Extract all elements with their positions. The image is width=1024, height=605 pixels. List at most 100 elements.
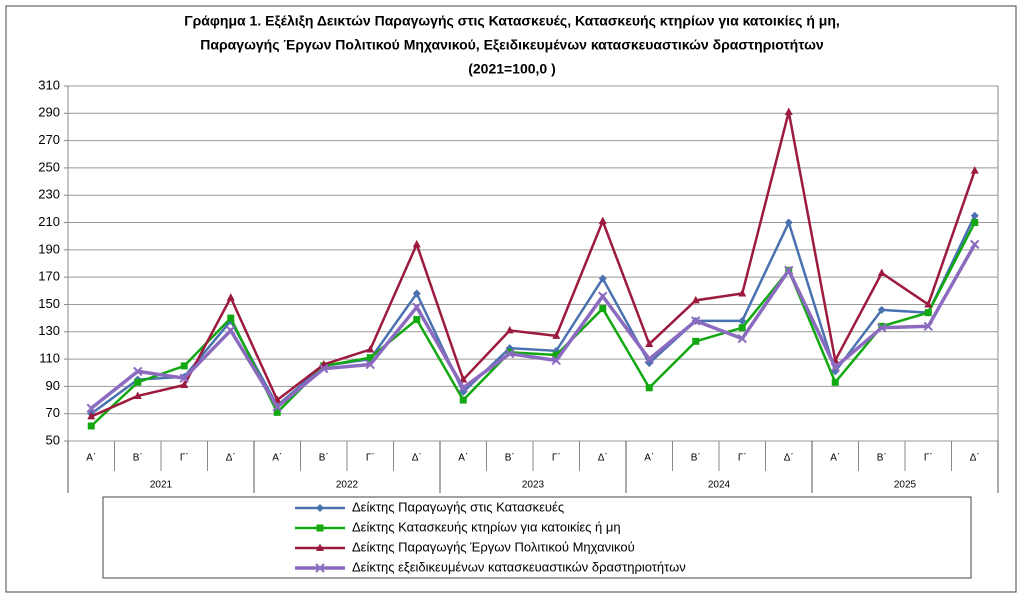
legend-label: Δείκτης Παραγωγής στις Κατασκευές	[352, 499, 564, 514]
series-line	[90, 221, 976, 427]
marker	[645, 384, 653, 392]
marker	[737, 333, 747, 344]
x-tick-label: Α΄	[458, 452, 468, 464]
marker	[180, 380, 189, 389]
marker	[644, 354, 654, 364]
x-tick-label: Α΄	[86, 452, 96, 464]
marker	[970, 166, 979, 174]
marker	[412, 302, 422, 312]
marker	[645, 339, 654, 348]
marker	[738, 289, 747, 297]
marker	[738, 316, 747, 325]
marker	[87, 422, 95, 430]
marker	[552, 351, 560, 359]
series-line	[90, 215, 976, 415]
marker	[133, 366, 143, 377]
marker	[134, 378, 142, 386]
marker	[413, 315, 421, 323]
marker	[226, 325, 236, 336]
marker	[272, 402, 282, 412]
marker	[831, 378, 839, 386]
y-tick-label: 230	[38, 187, 60, 202]
marker	[692, 337, 700, 345]
marker	[273, 408, 281, 416]
legend-label: Δείκτης Κατασκευής κτηρίων για κατοικίες…	[352, 519, 621, 534]
chart-title: Γράφημα 1. Εξέλιξη Δεικτών Παραγωγής στι…	[184, 13, 840, 29]
x-tick-label: Δ΄	[784, 452, 794, 464]
plot-area	[67, 85, 999, 442]
legend-label: Δείκτης εξειδικευμένων κατασκευαστικών δ…	[352, 559, 686, 574]
y-tick-label: 130	[38, 323, 60, 338]
marker	[505, 348, 515, 359]
x-tick-label: Δ΄	[970, 452, 980, 464]
marker	[319, 363, 329, 374]
x-tick-label: Β΄	[505, 452, 515, 464]
marker	[180, 362, 188, 370]
marker	[924, 309, 932, 317]
y-tick-label: 170	[38, 269, 60, 284]
year-label: 2022	[336, 480, 359, 491]
y-tick-label: 310	[38, 77, 60, 92]
marker	[598, 216, 607, 225]
y-tick-label: 70	[46, 405, 60, 420]
marker	[830, 362, 840, 372]
x-tick-label: Α΄	[272, 452, 282, 464]
x-tick-label: Δ΄	[598, 452, 608, 464]
x-tick-label: Γ΄	[366, 452, 375, 464]
marker	[365, 359, 375, 370]
series-line	[90, 243, 977, 410]
marker	[316, 524, 324, 532]
marker	[551, 355, 561, 366]
marker	[227, 314, 235, 322]
y-tick-label: 50	[46, 432, 60, 447]
x-tick-label: Δ΄	[226, 452, 236, 464]
marker	[784, 218, 793, 227]
year-label: 2024	[708, 480, 731, 491]
y-tick-label: 250	[38, 159, 60, 174]
y-tick-label: 210	[38, 214, 60, 229]
y-tick-label: 270	[38, 132, 60, 147]
x-tick-label: Γ΄	[552, 452, 561, 464]
marker	[226, 293, 235, 301]
marker	[366, 345, 375, 353]
marker	[599, 305, 607, 313]
marker	[366, 354, 374, 362]
marker	[316, 543, 324, 551]
y-tick-label: 150	[38, 296, 60, 311]
marker	[877, 322, 887, 333]
marker	[923, 321, 933, 332]
x-tick-label: Β΄	[877, 452, 887, 464]
marker	[691, 295, 700, 304]
marker	[552, 331, 561, 339]
marker	[691, 316, 701, 326]
x-tick-label: Α΄	[830, 452, 840, 464]
chart-border	[5, 5, 1017, 593]
marker	[86, 403, 96, 413]
year-label: 2023	[522, 480, 545, 491]
marker	[784, 107, 793, 115]
marker	[970, 239, 980, 250]
chart-title: Παραγωγής Έργων Πολιτικού Μηχανικού, Εξε…	[200, 37, 824, 53]
y-tick-label: 110	[39, 351, 60, 366]
marker	[315, 563, 325, 573]
y-tick-label: 90	[46, 378, 60, 393]
marker	[924, 299, 933, 308]
marker	[412, 289, 421, 298]
marker	[412, 239, 421, 248]
x-tick-label: Β΄	[319, 452, 329, 464]
marker	[877, 305, 886, 314]
marker	[316, 504, 324, 512]
marker	[87, 411, 96, 420]
series-line	[90, 111, 976, 418]
marker	[598, 291, 608, 301]
marker	[459, 396, 467, 404]
x-tick-label: Δ΄	[412, 452, 422, 464]
marker	[133, 391, 142, 399]
marker	[459, 375, 468, 383]
marker	[598, 274, 607, 283]
year-label: 2021	[150, 480, 173, 491]
year-label: 2025	[894, 480, 917, 491]
y-tick-label: 290	[38, 105, 60, 120]
